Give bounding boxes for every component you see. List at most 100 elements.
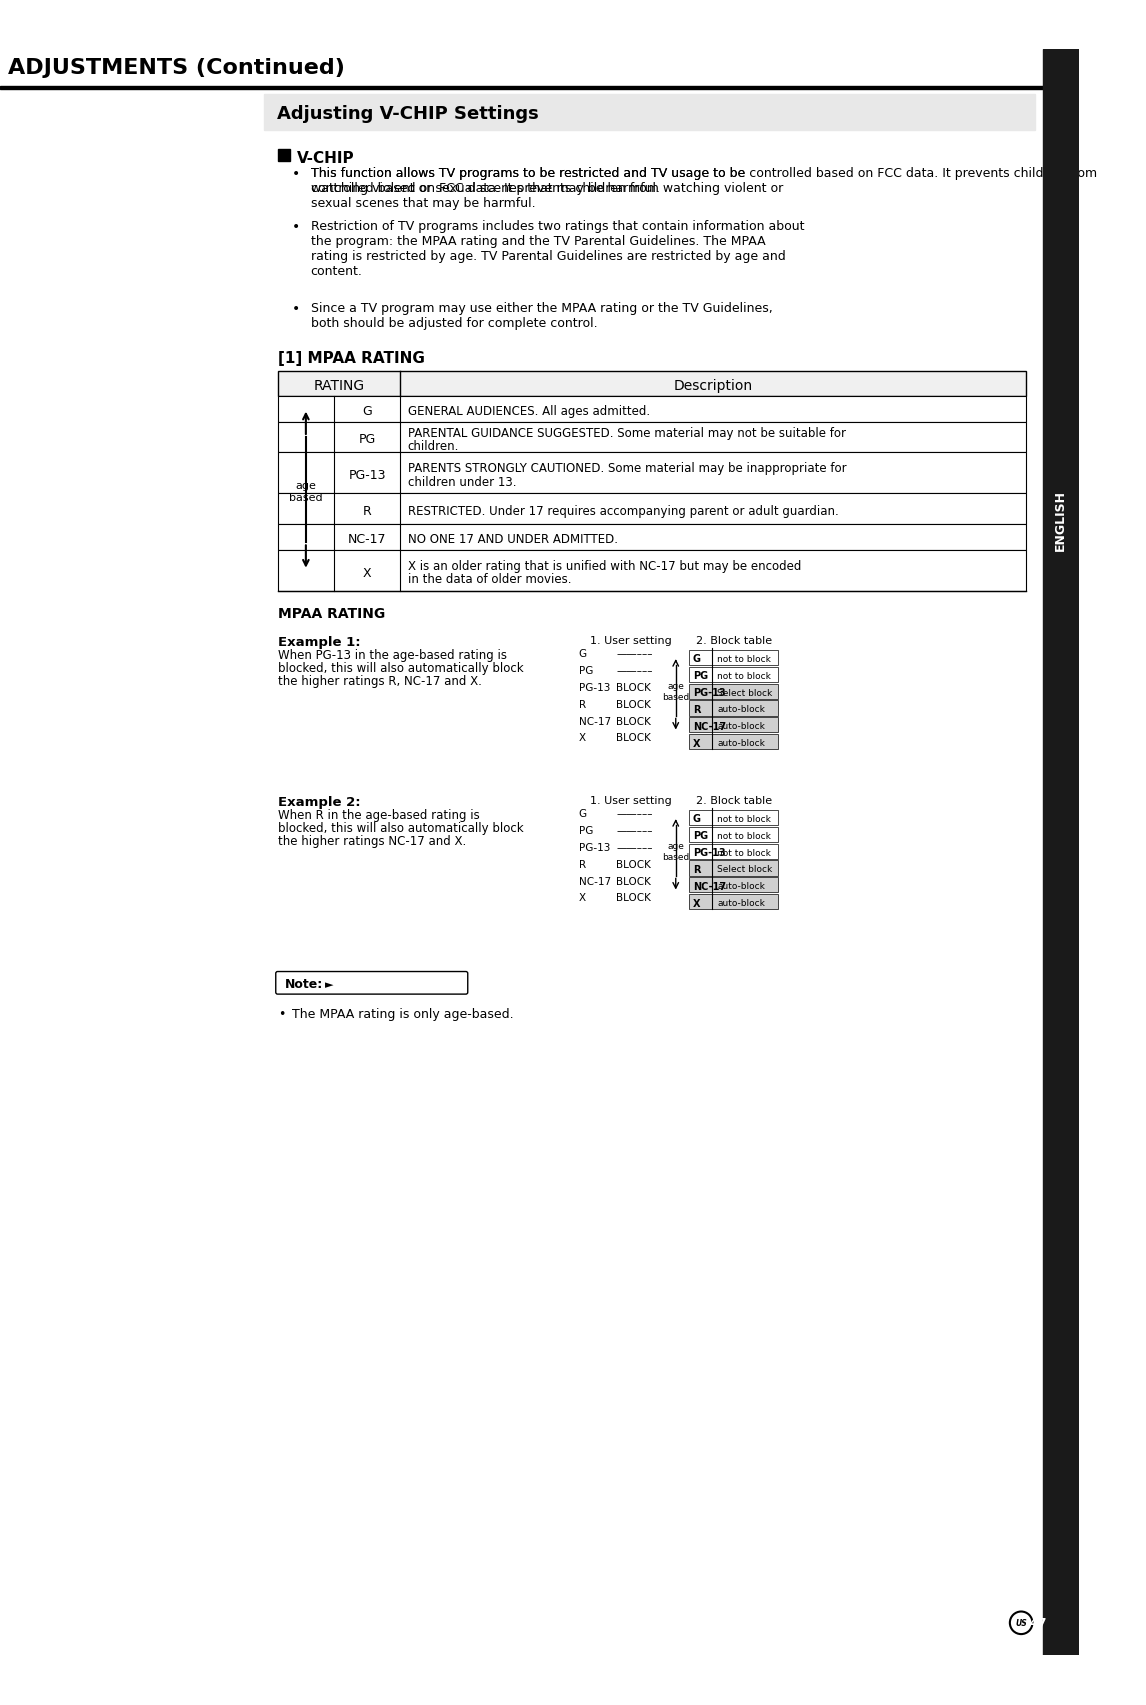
Text: BLOCK: BLOCK bbox=[617, 733, 651, 743]
Text: X: X bbox=[579, 893, 586, 904]
Text: PG: PG bbox=[579, 825, 594, 835]
Text: R: R bbox=[692, 704, 700, 714]
Text: PG-13: PG-13 bbox=[692, 687, 725, 697]
Text: R: R bbox=[362, 505, 371, 518]
Text: X: X bbox=[692, 899, 700, 909]
Text: auto-block: auto-block bbox=[717, 899, 766, 907]
Text: US: US bbox=[1015, 1618, 1027, 1627]
Text: This function allows TV programs to be restricted and TV usage to be controlled : This function allows TV programs to be r… bbox=[311, 167, 1097, 194]
Text: content.: content. bbox=[311, 264, 362, 278]
Text: Adjusting V-CHIP Settings: Adjusting V-CHIP Settings bbox=[276, 106, 539, 123]
Bar bbox=[689, 701, 778, 716]
Bar bbox=[0, 87, 1043, 90]
Bar bbox=[277, 150, 290, 162]
Text: Restriction of TV programs includes two ratings that contain information about: Restriction of TV programs includes two … bbox=[311, 220, 804, 232]
Text: in the data of older movies.: in the data of older movies. bbox=[408, 573, 571, 587]
Text: Select block: Select block bbox=[717, 689, 772, 697]
Text: BLOCK: BLOCK bbox=[617, 893, 651, 904]
Text: NO ONE 17 AND UNDER ADMITTED.: NO ONE 17 AND UNDER ADMITTED. bbox=[408, 532, 618, 546]
Text: not to block: not to block bbox=[717, 847, 771, 858]
Text: [1] MPAA RATING: [1] MPAA RATING bbox=[277, 351, 424, 367]
Bar bbox=[277, 396, 1026, 423]
Text: blocked, this will also automatically block: blocked, this will also automatically bl… bbox=[277, 822, 524, 834]
Text: based: based bbox=[662, 692, 690, 702]
Bar bbox=[264, 95, 1035, 131]
Text: sexual scenes that may be harmful.: sexual scenes that may be harmful. bbox=[311, 196, 535, 210]
Text: R: R bbox=[579, 859, 586, 870]
Text: ——–––: ——––– bbox=[617, 842, 653, 852]
Text: not to block: not to block bbox=[717, 655, 771, 663]
Text: This function allows TV programs to be restricted and TV usage to be: This function allows TV programs to be r… bbox=[311, 167, 745, 179]
Text: ——–––: ——––– bbox=[617, 825, 653, 835]
FancyBboxPatch shape bbox=[276, 972, 468, 994]
Text: X is an older rating that is unified with NC-17 but may be encoded: X is an older rating that is unified wit… bbox=[408, 559, 801, 573]
Text: blocked, this will also automatically block: blocked, this will also automatically bl… bbox=[277, 662, 524, 675]
Text: BLOCK: BLOCK bbox=[617, 716, 651, 726]
Text: When R in the age-based rating is: When R in the age-based rating is bbox=[277, 808, 479, 822]
Bar bbox=[277, 523, 1026, 551]
Text: G: G bbox=[692, 813, 700, 824]
Text: •: • bbox=[292, 302, 300, 315]
Text: age: age bbox=[667, 842, 684, 851]
Text: children under 13.: children under 13. bbox=[408, 476, 516, 488]
Bar bbox=[277, 551, 1026, 592]
Bar bbox=[689, 684, 778, 699]
Bar bbox=[1043, 49, 1078, 1656]
Bar bbox=[277, 423, 1026, 454]
Text: the higher ratings R, NC-17 and X.: the higher ratings R, NC-17 and X. bbox=[277, 675, 481, 687]
Text: •: • bbox=[292, 167, 300, 181]
Text: BLOCK: BLOCK bbox=[617, 682, 651, 692]
Text: PARENTAL GUIDANCE SUGGESTED. Some material may not be suitable for: PARENTAL GUIDANCE SUGGESTED. Some materi… bbox=[408, 426, 846, 440]
Bar bbox=[689, 844, 778, 859]
Text: X: X bbox=[579, 733, 586, 743]
Text: Since a TV program may use either the MPAA rating or the TV Guidelines,: Since a TV program may use either the MP… bbox=[311, 302, 772, 315]
Text: 2. Block table: 2. Block table bbox=[696, 795, 772, 805]
Text: Note:: Note: bbox=[285, 977, 323, 991]
Bar bbox=[277, 454, 1026, 494]
Text: When PG-13 in the age-based rating is: When PG-13 in the age-based rating is bbox=[277, 648, 507, 662]
Text: BLOCK: BLOCK bbox=[617, 859, 651, 870]
Text: not to block: not to block bbox=[717, 815, 771, 824]
Text: ►: ► bbox=[324, 979, 333, 989]
Text: both should be adjusted for complete control.: both should be adjusted for complete con… bbox=[311, 317, 597, 331]
Text: BLOCK: BLOCK bbox=[617, 876, 651, 887]
Text: PARENTS STRONGLY CAUTIONED. Some material may be inappropriate for: PARENTS STRONGLY CAUTIONED. Some materia… bbox=[408, 462, 846, 476]
Bar bbox=[277, 372, 1026, 396]
Text: the higher ratings NC-17 and X.: the higher ratings NC-17 and X. bbox=[277, 835, 466, 847]
Text: RESTRICTED. Under 17 requires accompanying parent or adult guardian.: RESTRICTED. Under 17 requires accompanyi… bbox=[408, 505, 838, 518]
Text: ——–––: ——––– bbox=[617, 665, 653, 675]
Bar bbox=[689, 878, 778, 893]
Text: age: age bbox=[296, 481, 316, 491]
Text: G: G bbox=[579, 648, 587, 658]
Text: PG: PG bbox=[692, 830, 708, 841]
Text: NC-17: NC-17 bbox=[579, 876, 611, 887]
Text: X: X bbox=[692, 738, 700, 748]
Text: R: R bbox=[692, 864, 700, 875]
Text: ADJUSTMENTS (Continued): ADJUSTMENTS (Continued) bbox=[8, 58, 345, 78]
Text: ——–––: ——––– bbox=[617, 648, 653, 658]
Text: Example 1:: Example 1: bbox=[277, 636, 360, 648]
Text: PG: PG bbox=[579, 665, 594, 675]
Text: ENGLISH: ENGLISH bbox=[1054, 489, 1067, 551]
Text: ——–––: ——––– bbox=[617, 808, 653, 818]
Text: •: • bbox=[277, 1008, 285, 1021]
Text: based: based bbox=[662, 852, 690, 861]
Text: not to block: not to block bbox=[717, 830, 771, 841]
Text: based: based bbox=[289, 493, 323, 503]
Text: BLOCK: BLOCK bbox=[617, 699, 651, 709]
Text: auto-block: auto-block bbox=[717, 721, 766, 731]
Text: NC-17: NC-17 bbox=[347, 532, 386, 546]
Bar bbox=[689, 650, 778, 665]
Bar bbox=[689, 718, 778, 733]
Text: 2. Block table: 2. Block table bbox=[696, 636, 772, 644]
Text: PG-13: PG-13 bbox=[579, 682, 610, 692]
Text: PG-13: PG-13 bbox=[348, 469, 386, 483]
Bar bbox=[689, 735, 778, 750]
Text: auto-block: auto-block bbox=[717, 738, 766, 748]
Text: PG: PG bbox=[359, 433, 376, 447]
Text: rating is restricted by age. TV Parental Guidelines are restricted by age and: rating is restricted by age. TV Parental… bbox=[311, 249, 785, 263]
Text: age: age bbox=[667, 682, 684, 691]
Bar bbox=[689, 667, 778, 682]
Text: •: • bbox=[292, 220, 300, 234]
Text: G: G bbox=[579, 808, 587, 818]
